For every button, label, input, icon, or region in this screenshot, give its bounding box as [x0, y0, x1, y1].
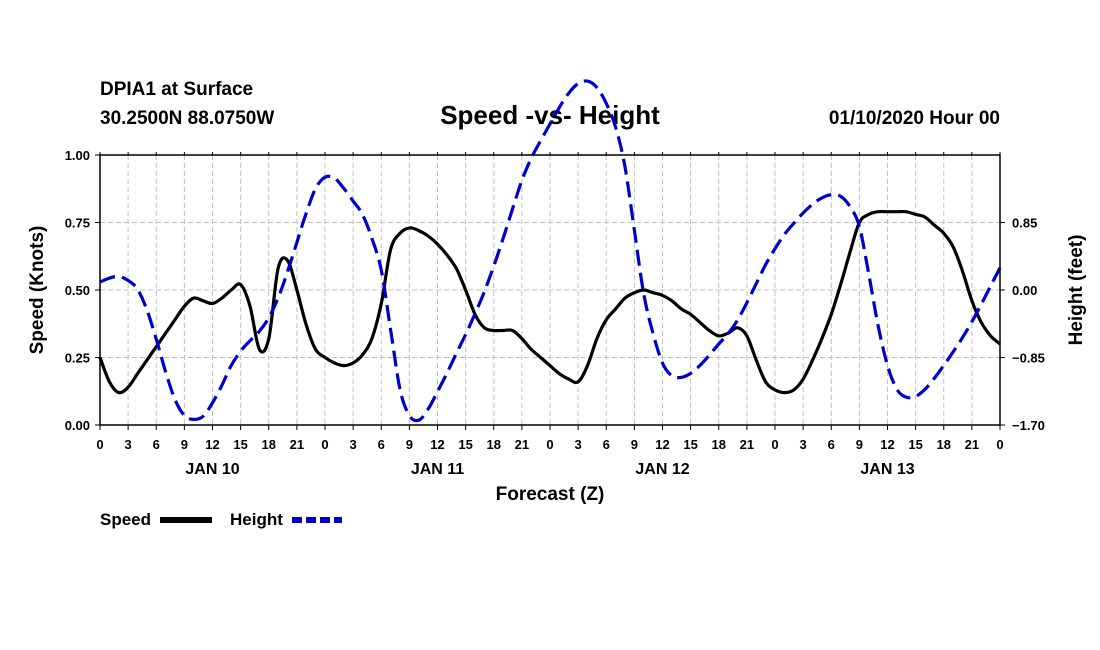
station-label: DPIA1 at Surface [100, 79, 253, 100]
x-tick-label: 15 [683, 437, 697, 452]
x-tick-label: 0 [546, 437, 553, 452]
x-tick-label: 21 [740, 437, 754, 452]
x-tick-label: 6 [603, 437, 610, 452]
series-line-speed [98, 209, 1002, 395]
y-left-tick-label: 0.50 [65, 283, 90, 298]
legend-height-label: Height [230, 510, 283, 529]
x-tick-label: 15 [908, 437, 922, 452]
x-tick-label: 0 [321, 437, 328, 452]
x-tick-label: 21 [290, 437, 304, 452]
x-tick-label: 6 [828, 437, 835, 452]
forecast-date-label: 01/10/2020 Hour 00 [829, 108, 1000, 129]
x-tick-label: 12 [205, 437, 219, 452]
x-tick-label: 15 [233, 437, 247, 452]
x-tick-label: 18 [937, 437, 951, 452]
y-right-tick-label: 0.85 [1012, 216, 1037, 231]
x-tick-label: 21 [965, 437, 979, 452]
day-label: JAN 13 [860, 461, 914, 478]
day-label: JAN 12 [635, 461, 689, 478]
x-tick-label: 3 [800, 437, 807, 452]
grid-lines [100, 155, 1000, 425]
day-label: JAN 10 [185, 461, 239, 478]
series-lines [98, 79, 1002, 423]
x-tick-label: 0 [771, 437, 778, 452]
x-tick-label: 0 [996, 437, 1003, 452]
x-tick-label: 18 [262, 437, 276, 452]
x-tick-label: 12 [880, 437, 894, 452]
x-tick-label: 18 [712, 437, 726, 452]
y-axis-label-left: Speed (Knots) [27, 226, 48, 355]
x-tick-label: 0 [96, 437, 103, 452]
x-tick-label: 15 [458, 437, 472, 452]
y-left-tick-label: 0.25 [65, 351, 90, 366]
x-tick-label: 6 [153, 437, 160, 452]
legend: Speed Height [100, 510, 342, 529]
x-tick-label: 18 [487, 437, 501, 452]
x-tick-label: 3 [125, 437, 132, 452]
x-tick-label: 9 [181, 437, 188, 452]
x-tick-label: 6 [378, 437, 385, 452]
x-tick-label: 9 [406, 437, 413, 452]
x-tick-label: 21 [515, 437, 529, 452]
y-right-tick-label: −0.85 [1012, 351, 1045, 366]
x-tick-label: 3 [350, 437, 357, 452]
y-right-tick-label: 0.00 [1012, 283, 1037, 298]
axis-ticks: 0 3 6 9 12 15 18 21 0 3 6 9 12 15 18 21 0 3 6 9 12 15 18 21 0 3 6 9… [65, 148, 1045, 478]
y-left-tick-label: 0.00 [65, 418, 90, 433]
x-axis-label: Forecast (Z) [496, 484, 605, 505]
y-axis-label-right: Height (feet) [1066, 235, 1087, 346]
y-left-tick-label: 0.75 [65, 216, 90, 231]
x-tick-label: 12 [430, 437, 444, 452]
x-tick-label: 3 [575, 437, 582, 452]
day-label: JAN 11 [411, 461, 464, 478]
series-line-height [99, 79, 1002, 423]
legend-speed-label: Speed [100, 510, 151, 529]
coordinates-label: 30.2500N 88.0750W [100, 108, 274, 129]
y-right-tick-label: −1.70 [1012, 418, 1045, 433]
x-tick-label: 9 [856, 437, 863, 452]
x-tick-label: 12 [655, 437, 669, 452]
y-left-tick-label: 1.00 [65, 148, 90, 163]
x-tick-label: 9 [631, 437, 638, 452]
